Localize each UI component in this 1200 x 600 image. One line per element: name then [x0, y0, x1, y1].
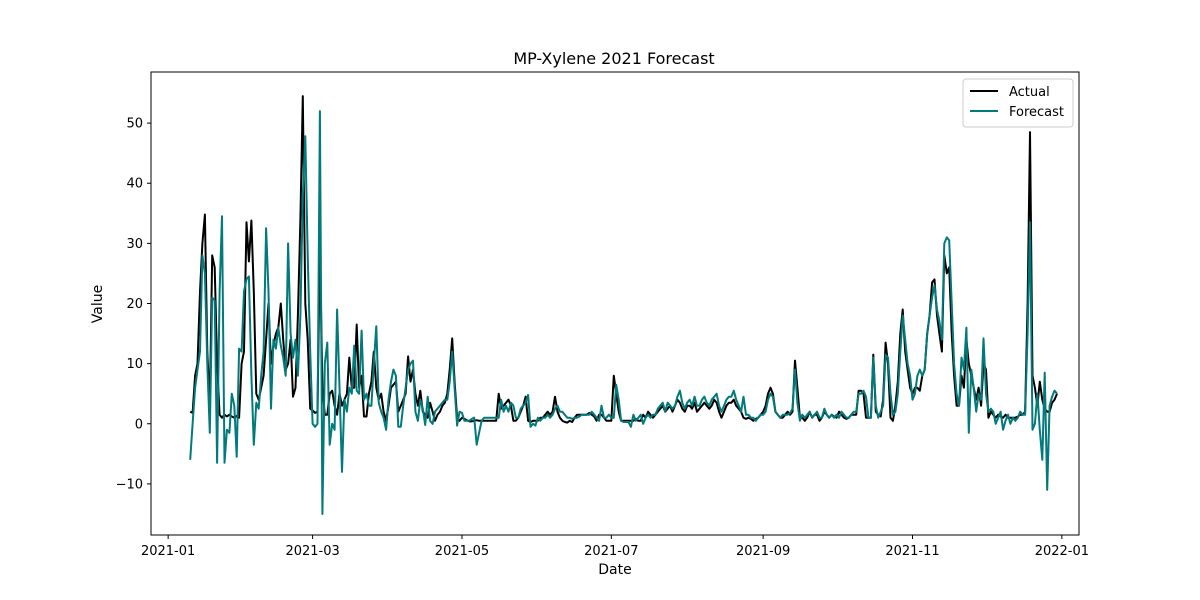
x-tick-label: 2021-07	[584, 544, 638, 559]
x-axis-label: Date	[598, 562, 631, 578]
y-tick-label: −10	[116, 477, 143, 492]
y-tick-label: 10	[126, 357, 143, 372]
chart-title: MP-Xylene 2021 Forecast	[513, 49, 714, 68]
series-line-forecast	[189, 110, 1058, 515]
x-tick-label: 2021-01	[141, 544, 195, 559]
x-tick-label: 2021-11	[885, 544, 939, 559]
y-tick-label: 40	[126, 177, 143, 192]
y-tick-label: 30	[126, 237, 143, 252]
x-tick-label: 2021-09	[736, 544, 790, 559]
x-axis: 2021-01 2021-03 2021-05 2021-07 2021-09 2021-…	[141, 535, 1089, 559]
y-tick-label: 50	[126, 117, 143, 132]
x-tick-label: 2021-03	[285, 544, 339, 559]
y-tick-label: 0	[135, 417, 143, 432]
x-tick-label: 2021-05	[435, 544, 489, 559]
legend-label-actual: Actual	[1009, 85, 1050, 100]
x-tick-label: 2022-01	[1035, 544, 1089, 559]
y-axis: −10 0 10 20 30 40 50	[116, 117, 151, 492]
legend: Actual Forecast	[962, 78, 1074, 128]
y-tick-label: 20	[126, 297, 143, 312]
y-axis-label: Value	[90, 285, 106, 323]
legend-label-forecast: Forecast	[1009, 105, 1064, 120]
plot-lines	[189, 95, 1058, 515]
